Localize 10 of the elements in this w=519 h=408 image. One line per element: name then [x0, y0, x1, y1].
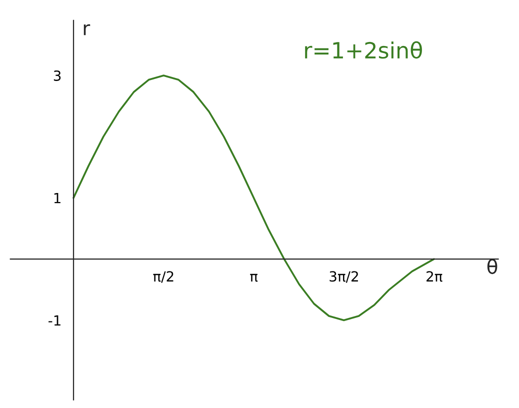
- x-tick-label: 3π/2: [330, 271, 358, 283]
- x-axis-title: θ: [487, 258, 498, 274]
- y-axis-title: r: [84, 24, 90, 36]
- x-tick-label: 2π: [426, 271, 442, 282]
- x-tick-label: π/2: [153, 271, 174, 283]
- x-tick-label: π: [250, 274, 258, 282]
- annotation: r=1+2sinθ: [305, 41, 422, 59]
- y-tick-label: 1: [54, 193, 60, 204]
- y-tick-label: 3: [54, 70, 61, 81]
- y-tick-label: -1: [48, 315, 60, 326]
